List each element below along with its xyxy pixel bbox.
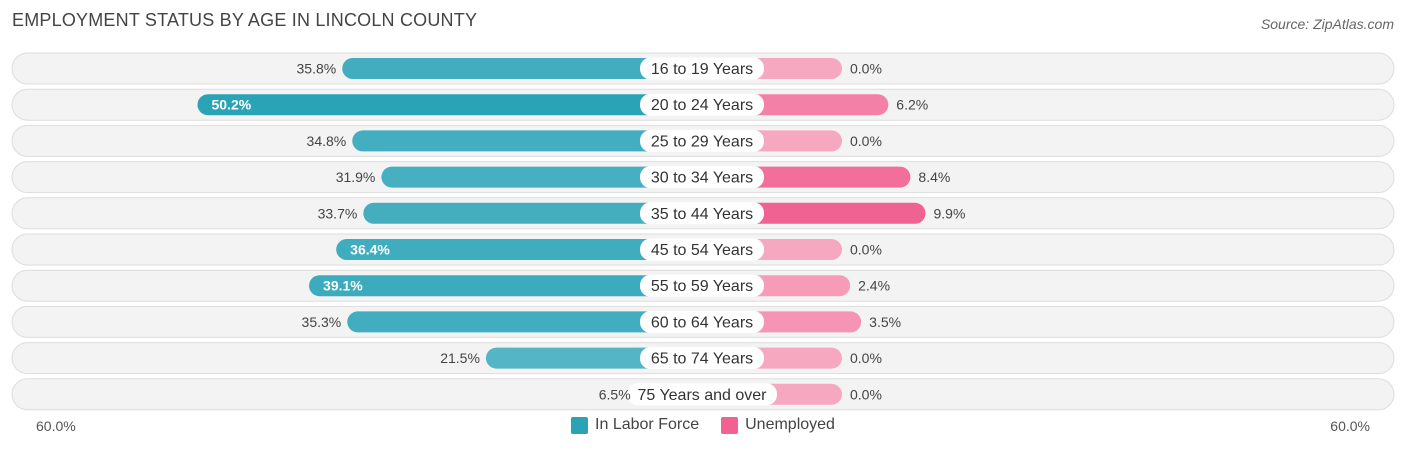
category-label: 45 to 54 Years xyxy=(651,242,753,259)
labor-force-value-label: 39.1% xyxy=(323,278,363,294)
bar-labor-force xyxy=(347,311,714,333)
bar-labor-force xyxy=(363,202,714,224)
legend: In Labor Force Unemployed xyxy=(0,416,1406,434)
category-pill xyxy=(640,93,764,116)
bar-labor-force xyxy=(336,239,714,260)
unemployed-value-label: 0.0% xyxy=(850,386,882,402)
legend-item-unemployed: Unemployed xyxy=(721,416,835,434)
unemployed-value-label: 6.2% xyxy=(896,97,928,113)
axis-left-label: 60.0% xyxy=(36,418,76,434)
unemployed-value-label: 2.4% xyxy=(858,278,890,294)
axis-right-label: 60.0% xyxy=(1330,418,1370,434)
labor-force-value-label: 6.5% xyxy=(599,386,631,402)
chart-title: EMPLOYMENT STATUS BY AGE IN LINCOLN COUN… xyxy=(12,10,478,30)
labor-force-value-label: 21.5% xyxy=(440,350,480,366)
unemployed-value-label: 0.0% xyxy=(850,61,882,77)
category-label: 60 to 64 Years xyxy=(651,314,753,331)
unemployed-value-label: 8.4% xyxy=(918,169,950,185)
unemployed-value-label: 0.0% xyxy=(850,133,882,149)
labor-force-value-label: 33.7% xyxy=(318,205,358,221)
labor-force-value-label: 31.9% xyxy=(336,169,376,185)
category-label: 25 to 29 Years xyxy=(651,133,753,150)
category-pill xyxy=(627,383,777,406)
category-pill xyxy=(640,202,764,225)
legend-swatch-unemployed xyxy=(721,416,739,434)
category-pill xyxy=(640,238,764,261)
unemployed-value-label: 9.9% xyxy=(933,205,965,221)
legend-label-unemployed: Unemployed xyxy=(745,416,835,433)
category-pill xyxy=(640,347,764,370)
category-label: 16 to 19 Years xyxy=(651,61,753,78)
category-label: 35 to 44 Years xyxy=(651,206,753,223)
legend-item-labor-force: In Labor Force xyxy=(571,416,699,434)
labor-force-value-label: 35.8% xyxy=(297,61,337,77)
category-label: 20 to 24 Years xyxy=(651,97,753,114)
category-pill xyxy=(640,57,764,80)
category-pill xyxy=(640,310,764,333)
bar-labor-force xyxy=(309,275,714,297)
unemployed-value-label: 3.5% xyxy=(869,314,901,330)
bar-labor-force xyxy=(381,166,714,188)
bar-labor-force xyxy=(342,58,714,79)
source-label: Source: ZipAtlas.com xyxy=(1260,16,1394,32)
unemployed-value-label: 0.0% xyxy=(850,350,882,366)
labor-force-value-label: 50.2% xyxy=(211,97,251,113)
category-label: 55 to 59 Years xyxy=(651,278,753,295)
legend-label-labor-force: In Labor Force xyxy=(595,416,700,433)
category-pill xyxy=(640,274,764,297)
labor-force-value-label: 34.8% xyxy=(307,133,347,149)
category-label: 65 to 74 Years xyxy=(651,351,753,368)
bar-labor-force xyxy=(352,130,714,152)
bar-labor-force xyxy=(197,94,715,116)
category-pill xyxy=(640,166,764,189)
category-pill xyxy=(640,129,764,152)
labor-force-value-label: 35.3% xyxy=(302,314,342,330)
category-label: 75 Years and over xyxy=(638,387,768,404)
category-label: 30 to 34 Years xyxy=(651,170,753,187)
unemployed-value-label: 0.0% xyxy=(850,242,882,258)
legend-swatch-labor-force xyxy=(571,416,589,434)
labor-force-value-label: 36.4% xyxy=(350,242,390,258)
